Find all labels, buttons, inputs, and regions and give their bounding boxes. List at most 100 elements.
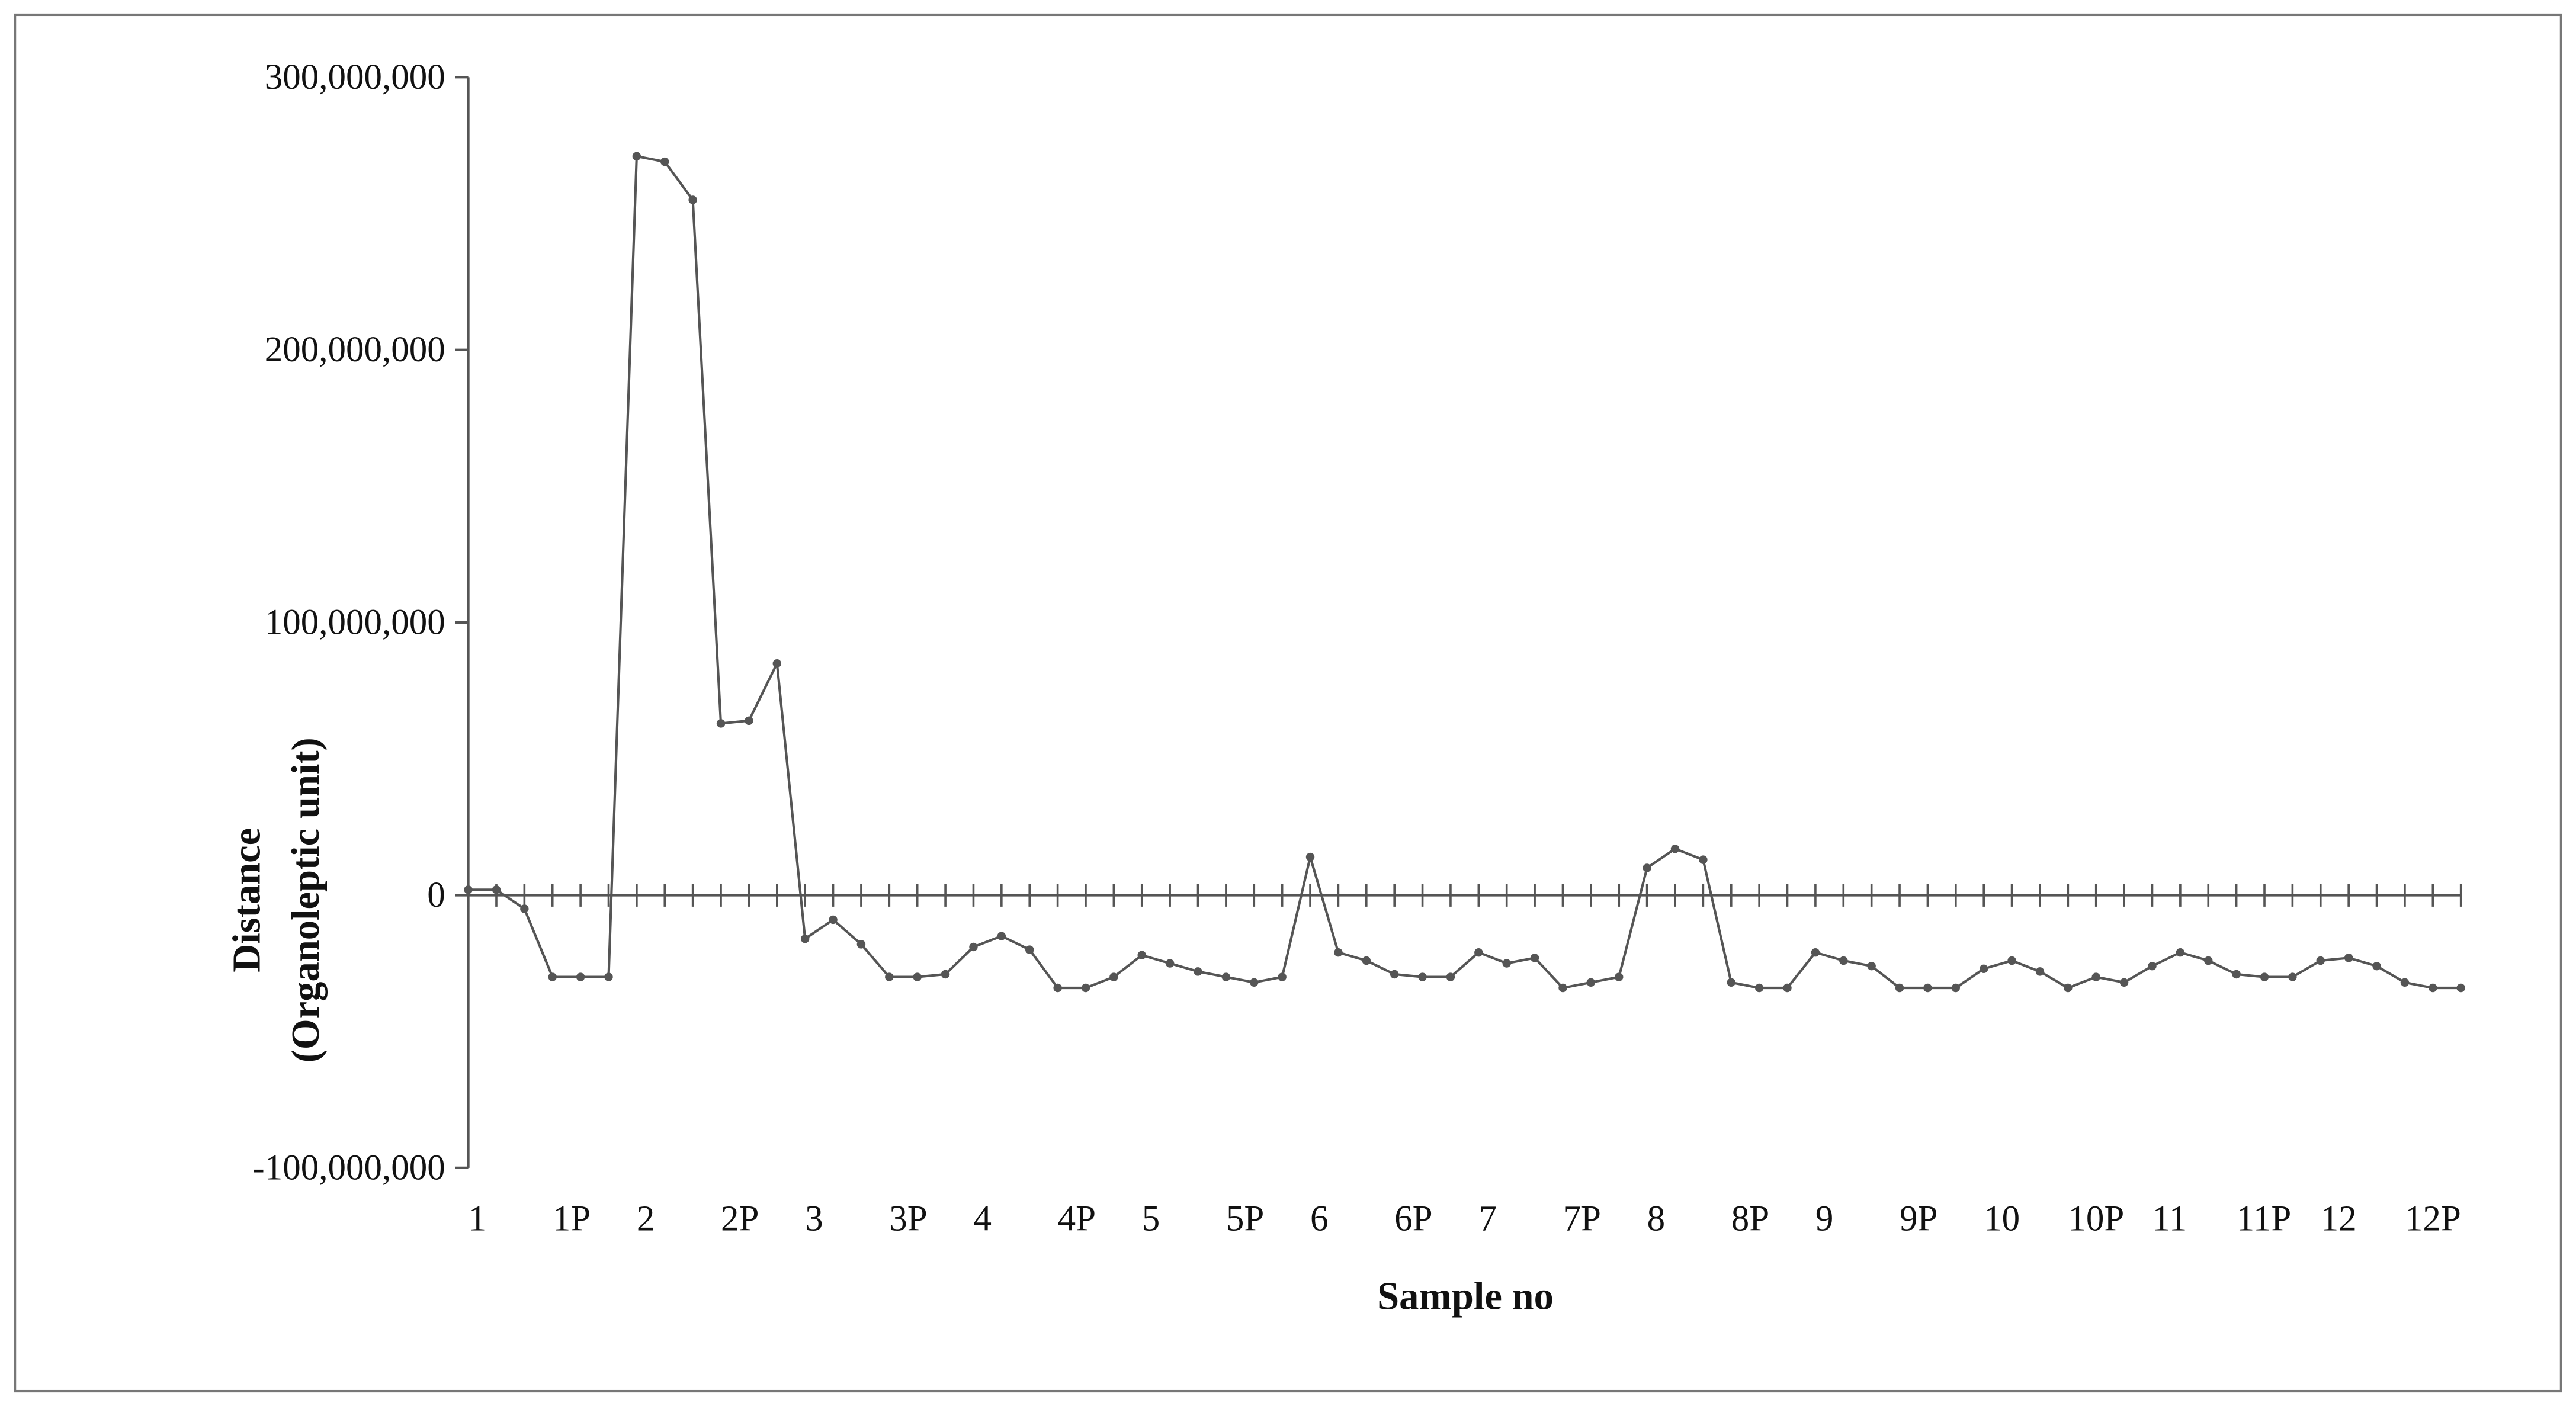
data-point bbox=[1250, 978, 1259, 987]
data-point bbox=[2035, 967, 2045, 976]
x-tick-label: 9 bbox=[1815, 1199, 1833, 1238]
x-tick-label: 7P bbox=[1563, 1199, 1600, 1238]
data-point bbox=[1811, 948, 1820, 957]
data-point bbox=[1025, 945, 1034, 954]
data-point bbox=[2007, 956, 2016, 965]
x-tick-label: 11 bbox=[2152, 1199, 2187, 1238]
x-tick-label: 8 bbox=[1647, 1199, 1666, 1238]
data-point bbox=[1923, 983, 1932, 993]
data-point bbox=[2064, 983, 2073, 993]
data-point bbox=[856, 940, 866, 949]
x-tick-label: 4P bbox=[1058, 1199, 1096, 1238]
y-tick-label: 200,000,000 bbox=[265, 330, 445, 370]
data-point bbox=[2119, 978, 2129, 987]
x-tick-label: 2P bbox=[721, 1199, 759, 1238]
data-point bbox=[1334, 948, 1343, 957]
data-point bbox=[1418, 972, 1427, 981]
x-tick-label: 7 bbox=[1478, 1199, 1497, 1238]
y-axis-title: (Organoleptic unit) bbox=[284, 737, 328, 1062]
data-point bbox=[464, 885, 473, 894]
data-point bbox=[772, 659, 781, 668]
data-point bbox=[1558, 983, 1567, 993]
data-point bbox=[1137, 951, 1146, 959]
frame bbox=[14, 13, 2562, 1393]
data-point bbox=[941, 970, 950, 979]
data-point bbox=[2344, 954, 2353, 962]
data-point bbox=[520, 904, 529, 913]
data-point bbox=[1754, 983, 1764, 993]
x-tick-label: 8P bbox=[1731, 1199, 1769, 1238]
y-tick-label: 0 bbox=[427, 875, 445, 915]
data-point bbox=[829, 915, 838, 925]
data-point bbox=[1474, 948, 1483, 957]
data-point bbox=[716, 719, 726, 728]
data-point bbox=[2091, 972, 2100, 981]
data-point bbox=[1278, 972, 1287, 981]
x-tick-label: 12 bbox=[2321, 1199, 2357, 1238]
data-point bbox=[1446, 972, 1455, 981]
data-point bbox=[1643, 863, 1651, 872]
data-point bbox=[1362, 956, 1371, 965]
data-point bbox=[969, 942, 978, 952]
x-tick-label: 6 bbox=[1310, 1199, 1329, 1238]
data-point bbox=[1109, 972, 1118, 981]
data-point bbox=[2372, 961, 2381, 971]
data-point bbox=[1165, 959, 1175, 968]
x-tick-label: 12P bbox=[2405, 1199, 2461, 1238]
data-point bbox=[1586, 978, 1596, 987]
x-tick-label: 11P bbox=[2237, 1199, 2292, 1238]
data-point bbox=[1670, 845, 1680, 853]
data-point bbox=[1979, 964, 1988, 973]
data-point bbox=[632, 152, 641, 161]
x-tick-label: 4 bbox=[973, 1199, 992, 1238]
data-point bbox=[2456, 983, 2465, 993]
x-tick-label: 1P bbox=[553, 1199, 591, 1238]
data-point bbox=[688, 195, 697, 204]
data-point bbox=[1053, 983, 1062, 993]
data-point bbox=[1615, 972, 1624, 981]
data-point bbox=[2316, 956, 2325, 965]
data-point bbox=[1867, 961, 1876, 971]
data-point bbox=[1305, 852, 1315, 862]
data-point bbox=[745, 716, 753, 726]
x-tick-label: 2 bbox=[637, 1199, 655, 1238]
x-axis-title: Sample no bbox=[1377, 1275, 1554, 1318]
data-point bbox=[492, 885, 501, 894]
data-point bbox=[2148, 961, 2157, 971]
data-point bbox=[2429, 983, 2437, 993]
y-tick-label: 100,000,000 bbox=[265, 603, 445, 643]
data-point bbox=[2260, 972, 2269, 981]
y-axis-title: Distance bbox=[225, 828, 268, 972]
x-tick-label: 10 bbox=[1984, 1199, 2020, 1238]
data-point bbox=[2288, 972, 2297, 981]
data-point bbox=[1221, 972, 1231, 981]
y-tick-label: -100,000,000 bbox=[252, 1148, 445, 1187]
x-tick-label: 1 bbox=[469, 1199, 487, 1238]
x-tick-label: 3 bbox=[805, 1199, 823, 1238]
data-point bbox=[2400, 978, 2410, 987]
data-point bbox=[1951, 983, 1961, 993]
data-point bbox=[2176, 948, 2185, 957]
data-point bbox=[997, 932, 1006, 940]
data-point bbox=[885, 972, 894, 981]
data-point bbox=[1194, 967, 1202, 976]
data-line bbox=[468, 155, 2461, 990]
data-point bbox=[2204, 956, 2213, 965]
data-point bbox=[1530, 954, 1539, 962]
data-point bbox=[576, 972, 585, 981]
data-point bbox=[548, 972, 557, 981]
data-point bbox=[1727, 978, 1735, 987]
x-tick-label: 3P bbox=[889, 1199, 927, 1238]
data-point bbox=[913, 972, 922, 981]
x-tick-label: 6P bbox=[1394, 1199, 1432, 1238]
data-point bbox=[1699, 855, 1708, 864]
data-point bbox=[2232, 970, 2241, 979]
data-point bbox=[1390, 970, 1399, 979]
data-point bbox=[1839, 956, 1848, 965]
data-point bbox=[1502, 959, 1511, 968]
x-tick-label: 5 bbox=[1142, 1199, 1160, 1238]
data-point bbox=[1081, 983, 1090, 993]
data-point bbox=[604, 972, 613, 981]
